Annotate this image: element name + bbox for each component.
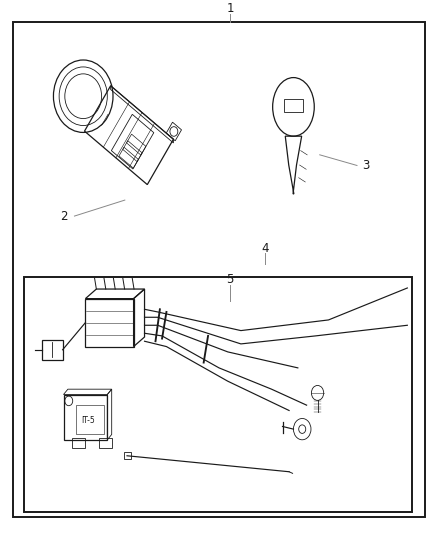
Bar [64,394,107,440]
Text: IT-5: IT-5 [81,416,95,425]
Text: 3: 3 [362,159,369,172]
Bar [72,438,85,448]
Bar [284,99,303,112]
Bar [24,277,412,512]
Bar [124,451,131,459]
Bar [99,438,112,448]
Text: 5: 5 [226,273,233,287]
Text: 2: 2 [60,209,67,223]
Text: 1: 1 [226,2,234,15]
Text: 4: 4 [261,241,269,255]
Bar [42,340,63,360]
Bar [85,298,134,346]
Bar [76,405,104,434]
